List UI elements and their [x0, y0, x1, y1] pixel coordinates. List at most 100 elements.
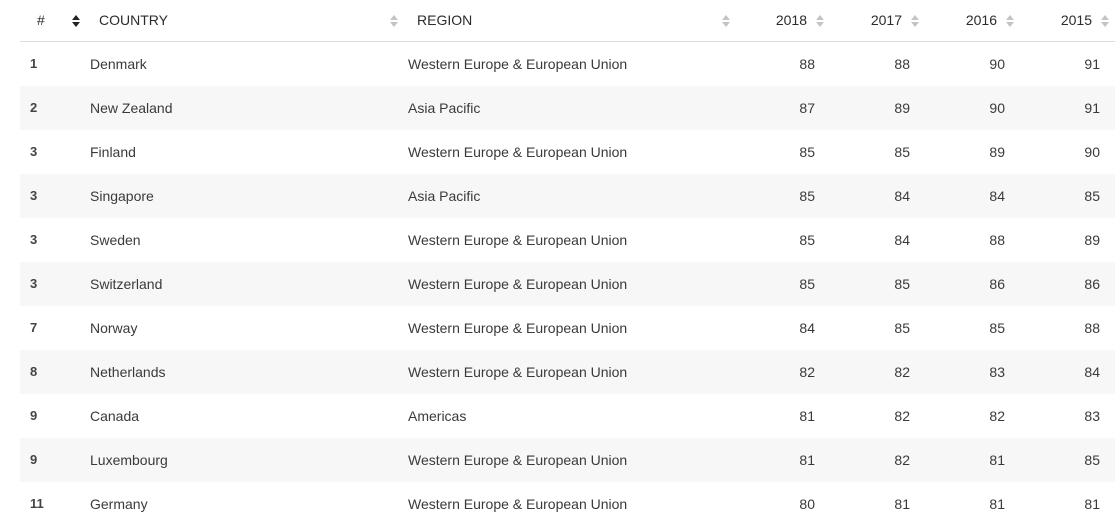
cell-2017: 88 [894, 56, 910, 72]
cell-region: Western Europe & European Union [408, 56, 628, 72]
col-header-country[interactable]: COUNTRY [99, 12, 168, 28]
cell-rank: 9 [30, 408, 38, 423]
cell-country: Finland [90, 144, 136, 160]
sort-desc-arrow-icon [722, 21, 730, 27]
sort-desc-arrow-icon [72, 21, 80, 27]
cell-2015: 85 [1084, 452, 1100, 468]
cell-region: Western Europe & European Union [408, 364, 628, 380]
table-row: 7 Norway Western Europe & European Union… [20, 306, 1115, 350]
cell-rank: 3 [30, 276, 38, 291]
cell-region: Americas [408, 408, 467, 424]
cell-2015: 83 [1084, 408, 1100, 424]
sort-region-icon[interactable] [388, 0, 400, 41]
cell-2016: 90 [989, 100, 1005, 116]
sort-desc-arrow-icon [816, 21, 824, 27]
cell-2018: 88 [799, 56, 815, 72]
cell-2016: 86 [989, 276, 1005, 292]
cell-2015: 91 [1084, 56, 1100, 72]
cell-region: Western Europe & European Union [408, 320, 628, 336]
cell-2015: 89 [1084, 232, 1100, 248]
cell-2017: 85 [894, 144, 910, 160]
cell-2017: 89 [894, 100, 910, 116]
cell-2018: 84 [799, 320, 815, 336]
sort-asc-arrow-icon [72, 14, 80, 20]
sort-2015-icon[interactable] [1099, 0, 1111, 41]
cell-region: Western Europe & European Union [408, 276, 628, 292]
cell-2015: 85 [1084, 188, 1100, 204]
table-body: 1 Denmark Western Europe & European Unio… [20, 42, 1115, 526]
table-row: 11 Germany Western Europe & European Uni… [20, 482, 1115, 526]
cell-region: Asia Pacific [408, 188, 481, 204]
col-header-2015[interactable]: 2015 [1060, 12, 1092, 28]
cell-region: Western Europe & European Union [408, 232, 628, 248]
cell-2016: 83 [989, 364, 1005, 380]
cell-2015: 81 [1084, 496, 1100, 512]
cell-2016: 84 [989, 188, 1005, 204]
cell-2017: 84 [894, 232, 910, 248]
cell-2017: 82 [894, 408, 910, 424]
col-header-2017[interactable]: 2017 [870, 12, 902, 28]
col-header-2016[interactable]: 2016 [965, 12, 997, 28]
cell-2018: 81 [799, 452, 815, 468]
cell-2016: 81 [989, 496, 1005, 512]
table-header: # COUNTRY REGION 2018 2017 2016 [20, 0, 1115, 42]
cell-2018: 87 [799, 100, 815, 116]
cell-region: Western Europe & European Union [408, 144, 628, 160]
cell-2017: 84 [894, 188, 910, 204]
cell-2018: 85 [799, 232, 815, 248]
cell-2016: 85 [989, 320, 1005, 336]
cell-country: Netherlands [90, 364, 166, 380]
sort-2016-icon[interactable] [1004, 0, 1016, 41]
cell-2018: 80 [799, 496, 815, 512]
sort-desc-arrow-icon [1101, 21, 1109, 27]
cell-2015: 88 [1084, 320, 1100, 336]
cell-2018: 85 [799, 188, 815, 204]
cell-rank: 2 [30, 100, 38, 115]
cell-country: Germany [90, 496, 148, 512]
cell-2016: 90 [989, 56, 1005, 72]
table-row: 8 Netherlands Western Europe & European … [20, 350, 1115, 394]
cell-country: Canada [90, 408, 140, 424]
cell-rank: 3 [30, 188, 38, 203]
col-header-region[interactable]: REGION [417, 12, 473, 28]
table-row: 1 Denmark Western Europe & European Unio… [20, 42, 1115, 86]
cell-country: Sweden [90, 232, 141, 248]
cell-2017: 85 [894, 320, 910, 336]
cell-2015: 86 [1084, 276, 1100, 292]
cell-region: Western Europe & European Union [408, 452, 628, 468]
cell-2016: 89 [989, 144, 1005, 160]
sort-region-end-icon[interactable] [720, 0, 732, 41]
cell-2015: 90 [1084, 144, 1100, 160]
cell-rank: 11 [30, 496, 44, 511]
cell-rank: 8 [30, 364, 38, 379]
cell-2017: 82 [894, 364, 910, 380]
sort-asc-arrow-icon [816, 14, 824, 20]
sort-asc-arrow-icon [722, 14, 730, 20]
sort-2017-icon[interactable] [909, 0, 921, 41]
sort-desc-arrow-icon [390, 21, 398, 27]
cell-2018: 85 [799, 276, 815, 292]
cell-2016: 82 [989, 408, 1005, 424]
cell-2015: 91 [1084, 100, 1100, 116]
sort-2018-icon[interactable] [814, 0, 826, 41]
sort-asc-arrow-icon [1006, 14, 1014, 20]
cell-2017: 82 [894, 452, 910, 468]
cell-country: Denmark [90, 56, 147, 72]
cell-region: Asia Pacific [408, 100, 481, 116]
table-row: 9 Luxembourg Western Europe & European U… [20, 438, 1115, 482]
cell-2018: 82 [799, 364, 815, 380]
cell-country: Switzerland [90, 276, 163, 292]
table-row: 3 Switzerland Western Europe & European … [20, 262, 1115, 306]
sort-desc-arrow-icon [911, 21, 919, 27]
cell-rank: 7 [30, 320, 38, 335]
cpi-table: # COUNTRY REGION 2018 2017 2016 [20, 0, 1115, 526]
table-row: 2 New Zealand Asia Pacific 87 89 90 91 [20, 86, 1115, 130]
col-header-rank: # [37, 12, 45, 28]
cell-country: New Zealand [90, 100, 173, 116]
cell-country: Norway [90, 320, 138, 336]
cell-rank: 1 [30, 56, 38, 71]
sort-country-icon[interactable] [70, 0, 82, 41]
col-header-2018[interactable]: 2018 [775, 12, 807, 28]
cell-country: Luxembourg [90, 452, 168, 468]
cell-2015: 84 [1084, 364, 1100, 380]
